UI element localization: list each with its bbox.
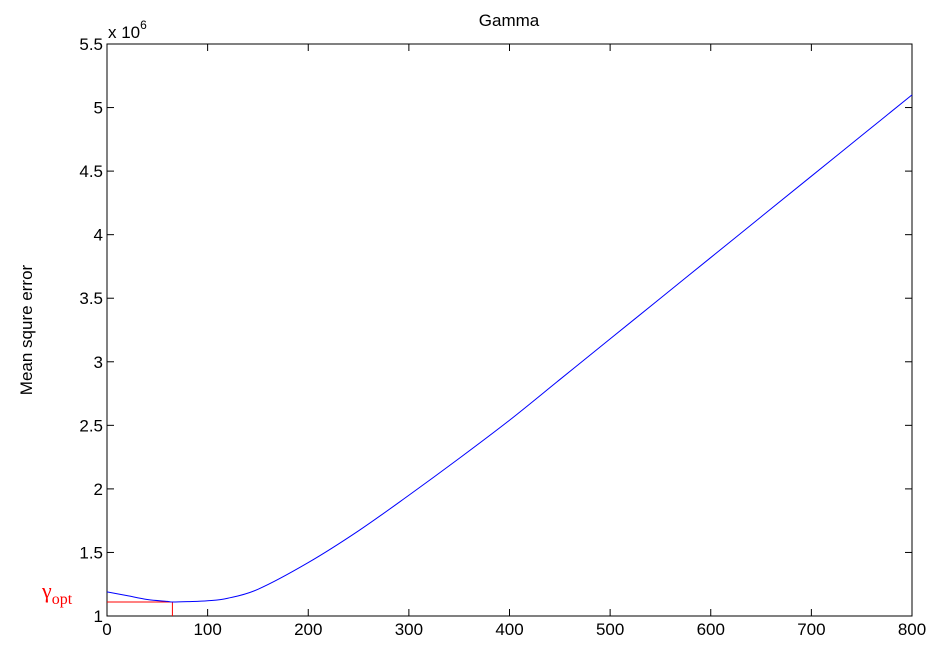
x-tick-label: 200	[294, 620, 322, 639]
gamma-opt-label: γopt	[41, 578, 73, 608]
x-tick-label: 700	[797, 620, 825, 639]
y-multiplier: x 10	[108, 23, 140, 42]
y-tick-label: 3.5	[79, 289, 103, 308]
x-tick-label: 400	[495, 620, 523, 639]
tick-labels: 0 100 200 300 400 500 600 700 800 1 1.5 2 2.5 3 3.5 4 4.…	[79, 35, 926, 639]
y-exponent: 6	[140, 18, 147, 32]
x-tick-label: 300	[395, 620, 423, 639]
x-tick-label: 600	[697, 620, 725, 639]
x-tick-label: 0	[102, 620, 111, 639]
y-tick-label: 1	[94, 607, 103, 626]
series-line	[106, 94, 913, 603]
y-exponent-label: x 106	[108, 18, 147, 42]
x-tick-label: 100	[193, 620, 221, 639]
y-tick-label: 4	[94, 226, 103, 245]
chart-title: Gamma	[479, 11, 540, 30]
x-tick-label: 500	[596, 620, 624, 639]
y-tick-label: 3	[94, 353, 103, 372]
gamma-symbol: γ	[41, 578, 52, 603]
y-axis-label: Mean squre error	[17, 264, 36, 395]
axis-ticks	[106, 43, 913, 617]
gamma-opt-annotation: γopt	[41, 578, 173, 616]
x-tick-label: 800	[898, 620, 926, 639]
y-tick-label: 5.5	[79, 35, 103, 54]
y-tick-label: 1.5	[79, 543, 103, 562]
y-tick-label: 2.5	[79, 416, 103, 435]
y-tick-label: 4.5	[79, 162, 103, 181]
gamma-subscript: opt	[52, 591, 73, 608]
y-tick-label: 2	[94, 480, 103, 499]
y-tick-label: 5	[94, 99, 103, 118]
plot-area	[106, 43, 913, 617]
